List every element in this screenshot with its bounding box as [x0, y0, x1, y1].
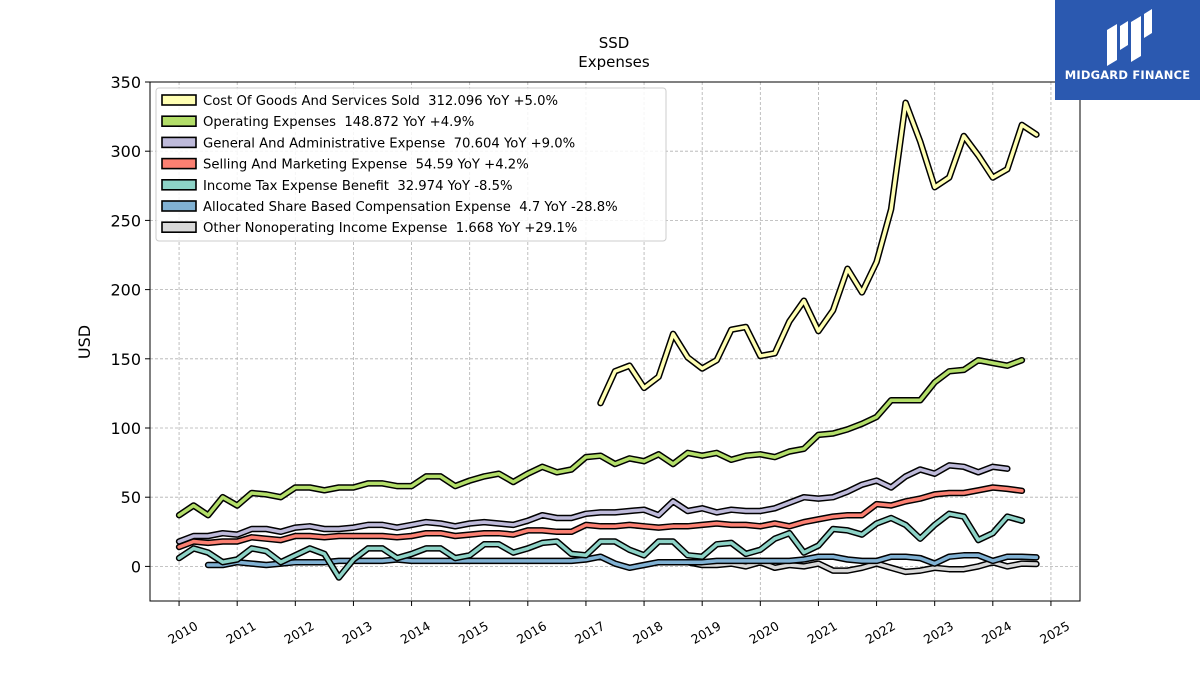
y-tick-label: 300 — [110, 142, 141, 161]
series-line-allocated-share-based-compensation-expense — [206, 553, 1039, 570]
x-tick-label: 2019 — [688, 618, 723, 647]
x-tick-label: 2014 — [398, 618, 433, 647]
series-outline-operating-expenses — [175, 356, 1026, 519]
legend-label: Allocated Share Based Compensation Expen… — [203, 200, 618, 215]
legend-label: Operating Expenses 148.872 YoY +4.9% — [203, 115, 474, 130]
y-tick-label: 350 — [110, 73, 141, 92]
legend-label: Other Nonoperating Income Expense 1.668 … — [203, 221, 577, 236]
legend-label: Income Tax Expense Benefit 32.974 YoY -8… — [203, 179, 513, 194]
x-tick-label: 2022 — [863, 618, 898, 647]
x-axis-ticks: 2010 2011 2012 2013 2014 2015 2016 2017 2018 2019… — [165, 601, 1072, 647]
y-tick-label: 0 — [131, 557, 141, 576]
chart-title: SSD — [599, 34, 630, 52]
legend-swatch — [161, 115, 197, 127]
legend-swatch — [161, 136, 197, 149]
legend-swatch — [161, 200, 197, 212]
series-line-income-tax-expense-benefit — [177, 512, 1024, 580]
legend-label: Cost Of Goods And Services Sold 312.096 … — [203, 94, 558, 109]
y-tick-label: 50 — [121, 488, 141, 507]
midgard-logo-icon — [1107, 9, 1152, 66]
series-line-cost-of-goods-and-services-sold — [598, 101, 1039, 405]
series-line-general-and-administrative-expense — [177, 463, 1010, 544]
y-axis-label: USD — [75, 325, 94, 359]
x-tick-label: 2013 — [340, 618, 375, 647]
x-tick-label: 2025 — [1037, 618, 1072, 647]
x-tick-label: 2010 — [165, 618, 200, 647]
chart-subtitle: Expenses — [578, 53, 650, 71]
y-tick-label: 150 — [110, 350, 141, 369]
legend-swatch — [161, 179, 197, 191]
plot-frame — [149, 81, 1081, 602]
x-tick-label: 2018 — [630, 618, 665, 647]
x-tick-label: 2020 — [747, 618, 782, 647]
legend-swatch — [161, 157, 197, 170]
series-line-other-nonoperating-income-expense — [685, 560, 1039, 574]
series-layer — [175, 99, 1040, 581]
x-tick-label: 2023 — [921, 618, 956, 647]
legend-label: General And Administrative Expense 70.60… — [203, 136, 575, 151]
y-tick-label: 100 — [110, 419, 141, 438]
legend: Cost Of Goods And Services Sold 312.096 … — [155, 87, 667, 242]
x-tick-label: 2024 — [979, 618, 1014, 647]
x-tick-label: 2011 — [223, 618, 258, 647]
legend-box — [155, 87, 667, 242]
x-tick-label: 2012 — [282, 618, 317, 647]
legend-swatch — [161, 94, 197, 106]
legend-label: Selling And Marketing Expense 54.59 YoY … — [203, 158, 529, 173]
x-tick-label: 2017 — [572, 618, 607, 647]
series-line-selling-and-marketing-expense — [177, 485, 1024, 549]
brand-logo: MIDGARD FINANCE — [1055, 0, 1200, 100]
brand-name: MIDGARD FINANCE — [1064, 68, 1191, 82]
legend-swatch — [161, 221, 197, 233]
y-tick-label: 250 — [110, 211, 141, 230]
x-tick-label: 2016 — [514, 618, 549, 647]
x-tick-label: 2015 — [456, 618, 491, 647]
y-tick-label: 200 — [110, 281, 141, 300]
x-tick-label: 2021 — [805, 618, 840, 647]
y-axis-ticks: 0 50 100 150 200 250 300 350 — [110, 73, 150, 576]
series-line-operating-expenses — [177, 358, 1024, 517]
